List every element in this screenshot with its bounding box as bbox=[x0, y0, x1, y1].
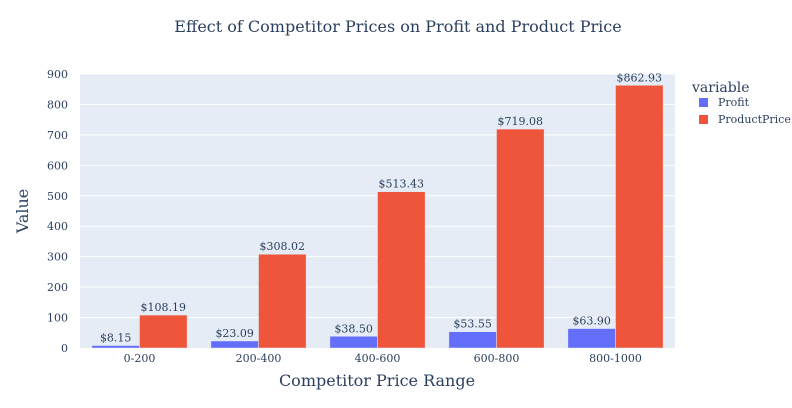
data-label: $53.55 bbox=[453, 318, 492, 331]
bar-productprice-800-1000 bbox=[615, 85, 664, 349]
y-tick-label: 0 bbox=[61, 342, 68, 355]
y-tick-label: 900 bbox=[47, 68, 68, 81]
data-label: $108.19 bbox=[141, 301, 187, 314]
data-label: $308.02 bbox=[260, 240, 306, 253]
bar-profit-0-200 bbox=[91, 345, 140, 349]
y-tick-label: 600 bbox=[47, 159, 68, 172]
y-tick-label: 100 bbox=[47, 312, 68, 325]
legend-item-profit[interactable]: Profit bbox=[699, 96, 750, 109]
data-label: $23.09 bbox=[215, 327, 254, 340]
data-label: $862.93 bbox=[617, 71, 663, 84]
legend-items: Profit ProductPrice bbox=[699, 96, 791, 126]
legend-swatch bbox=[699, 115, 708, 124]
legend-title: variable bbox=[691, 80, 750, 96]
data-label: $38.50 bbox=[334, 322, 373, 335]
legend-label: Profit bbox=[718, 96, 750, 109]
y-tick-label: 500 bbox=[47, 190, 68, 203]
bar-profit-800-1000 bbox=[567, 328, 616, 349]
y-tick-label: 800 bbox=[47, 98, 68, 111]
legend-item-productprice[interactable]: ProductPrice bbox=[699, 113, 791, 126]
bar-productprice-0-200 bbox=[139, 314, 188, 349]
x-tick-label: 600-800 bbox=[474, 352, 520, 365]
bar-profit-400-600 bbox=[329, 336, 378, 349]
legend-label: ProductPrice bbox=[718, 113, 791, 126]
data-label: $63.90 bbox=[572, 315, 611, 328]
x-tick-label: 200-400 bbox=[236, 352, 282, 365]
x-axis-ticks: 0-200 200-400 400-600 600-800 800-1000 bbox=[124, 352, 642, 365]
data-labels: $8.15 $108.19 $23.09 $308.02 $38.50 $513.43 $5… bbox=[100, 71, 662, 344]
bar-profit-600-800 bbox=[448, 331, 497, 349]
y-tick-label: 400 bbox=[47, 220, 68, 233]
y-axis-title: Value bbox=[13, 189, 32, 235]
chart-title: Effect of Competitor Prices on Profit an… bbox=[174, 17, 621, 36]
y-tick-label: 700 bbox=[47, 129, 68, 142]
data-label: $719.08 bbox=[498, 115, 544, 128]
y-tick-label: 300 bbox=[47, 251, 68, 264]
x-tick-label: 400-600 bbox=[355, 352, 401, 365]
y-tick-label: 200 bbox=[47, 281, 68, 294]
bar-profit-200-400 bbox=[210, 340, 259, 349]
x-tick-label: 0-200 bbox=[124, 352, 156, 365]
x-axis-title: Competitor Price Range bbox=[279, 371, 475, 390]
y-axis-ticks: 0 100 200 300 400 500 600 700 800 900 bbox=[47, 68, 68, 355]
data-label: $513.43 bbox=[379, 178, 425, 191]
bar-productprice-400-600 bbox=[377, 191, 426, 349]
bar-productprice-600-800 bbox=[496, 128, 545, 349]
data-label: $8.15 bbox=[100, 332, 132, 345]
bars bbox=[91, 85, 664, 349]
legend-swatch bbox=[699, 98, 708, 107]
legend: variable Profit ProductPrice bbox=[691, 80, 791, 126]
x-tick-label: 800-1000 bbox=[589, 352, 642, 365]
bar-productprice-200-400 bbox=[258, 253, 307, 349]
